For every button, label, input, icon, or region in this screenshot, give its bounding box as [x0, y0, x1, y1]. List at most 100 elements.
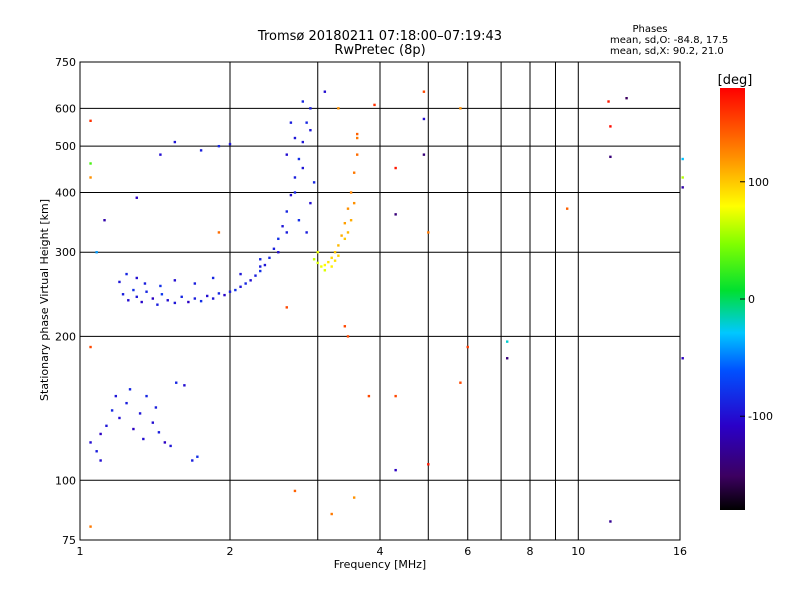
x-tick-label: 10 [571, 545, 585, 558]
data-point [505, 357, 509, 360]
data-point [173, 140, 177, 144]
data-point [217, 231, 221, 234]
data-point [110, 409, 114, 412]
data-point [297, 219, 301, 222]
data-point [140, 300, 143, 304]
data-point [681, 157, 684, 161]
colorbar-label: [deg] [718, 73, 753, 88]
data-point [427, 231, 430, 234]
data-point [607, 100, 610, 103]
data-point [625, 96, 628, 100]
data-point [121, 293, 125, 296]
data-point [132, 288, 135, 292]
data-point [159, 153, 162, 156]
data-point [217, 292, 221, 295]
data-point [254, 274, 257, 277]
data-point [127, 299, 130, 302]
x-tick-labels: 1 2 4 6 8 10 16 [77, 545, 688, 558]
data-point [143, 282, 147, 285]
data-point [373, 103, 376, 107]
y-axis-label: Stationary phase Virtual Height [km] [38, 199, 51, 401]
data-point [99, 432, 102, 436]
data-point [459, 107, 462, 110]
data-point [180, 295, 183, 299]
data-point [609, 155, 612, 159]
data-point [293, 136, 297, 140]
grid-lines [79, 61, 681, 541]
data-point [228, 142, 232, 146]
data-point [316, 251, 319, 254]
data-point [89, 441, 92, 444]
data-point [145, 290, 148, 293]
data-point [169, 444, 172, 448]
data-point [681, 357, 684, 360]
x-tick-label: 2 [227, 545, 234, 558]
data-point [349, 191, 353, 194]
data-point [293, 176, 297, 179]
data-point [135, 295, 138, 299]
chart-subtitle: RwPretec (8p) [334, 43, 425, 58]
data-point [333, 251, 337, 254]
data-point [272, 247, 276, 250]
data-point [565, 207, 569, 210]
data-point [268, 256, 271, 260]
data-point [285, 231, 288, 234]
data-point [609, 520, 612, 523]
data-point [259, 258, 262, 261]
data-point [277, 251, 280, 254]
data-point [337, 244, 340, 247]
data-point [349, 219, 353, 222]
colorbar-tick-label: 100 [748, 176, 769, 189]
data-point [157, 431, 161, 434]
data-point [323, 90, 327, 93]
data-point [196, 455, 199, 458]
data-point [163, 441, 167, 444]
data-point [89, 525, 92, 528]
data-point [277, 237, 280, 241]
data-point [259, 269, 262, 273]
data-point [323, 263, 327, 267]
data-point [337, 107, 340, 110]
x-tick-label: 4 [377, 545, 384, 558]
data-point [95, 450, 98, 453]
data-point [309, 107, 312, 110]
data-point [316, 261, 319, 265]
data-point [103, 219, 106, 222]
x-axis-label: Frequency [MHz] [334, 558, 426, 571]
data-point [681, 176, 684, 179]
data-point [166, 299, 169, 302]
data-point [173, 301, 177, 305]
data-point [394, 213, 397, 216]
y-tick-label: 750 [55, 56, 76, 69]
data-point [301, 166, 305, 170]
data-point [330, 265, 333, 268]
data-point [239, 285, 242, 288]
data-point [132, 427, 135, 431]
data-point [343, 237, 347, 241]
data-point [297, 157, 301, 161]
y-tick-label: 300 [55, 246, 76, 259]
data-point [217, 144, 221, 148]
data-point [355, 132, 359, 136]
y-tick-label: 200 [55, 330, 76, 343]
data-point [394, 394, 397, 398]
data-point [89, 176, 92, 179]
data-point [89, 119, 92, 123]
x-tick-label: 8 [527, 545, 534, 558]
x-tick-label: 16 [673, 545, 687, 558]
data-point [330, 512, 333, 516]
data-point [305, 231, 308, 234]
data-point [422, 90, 426, 93]
data-point [173, 279, 177, 282]
y-tick-label: 75 [62, 534, 76, 547]
data-point [99, 459, 102, 462]
y-tick-label: 100 [55, 474, 76, 487]
data-point [293, 191, 297, 194]
data-point [355, 136, 359, 140]
data-point [330, 256, 333, 260]
data-point [427, 463, 430, 466]
data-point [263, 263, 267, 267]
y-tick-label: 600 [55, 102, 76, 115]
data-point [352, 496, 356, 499]
data-point [422, 117, 426, 121]
